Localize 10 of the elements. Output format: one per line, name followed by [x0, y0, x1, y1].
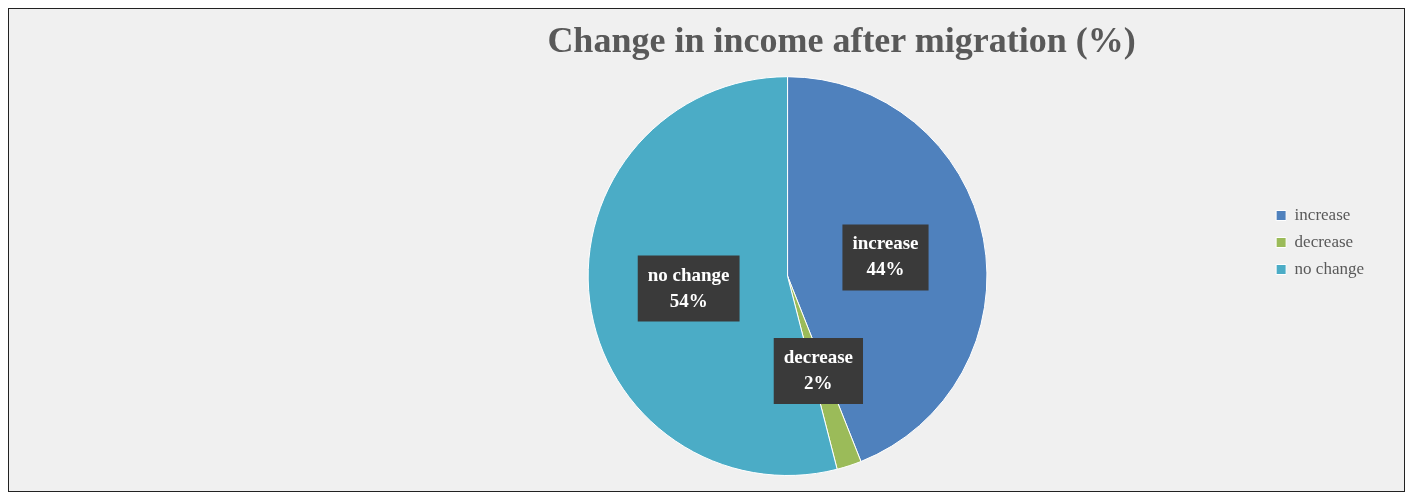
slice-label: decrease: [783, 345, 854, 367]
slice-label: no change: [647, 263, 730, 285]
data-label: 2%: [804, 371, 833, 393]
legend-label: decrease: [1294, 231, 1354, 251]
chart-title: Change in income after migration (%): [547, 19, 1136, 60]
data-label: 54%: [669, 289, 708, 311]
legend-label: increase: [1294, 204, 1351, 224]
data-label: 44%: [866, 258, 905, 280]
slice-label: increase: [852, 232, 919, 254]
legend-label: no change: [1294, 258, 1364, 278]
